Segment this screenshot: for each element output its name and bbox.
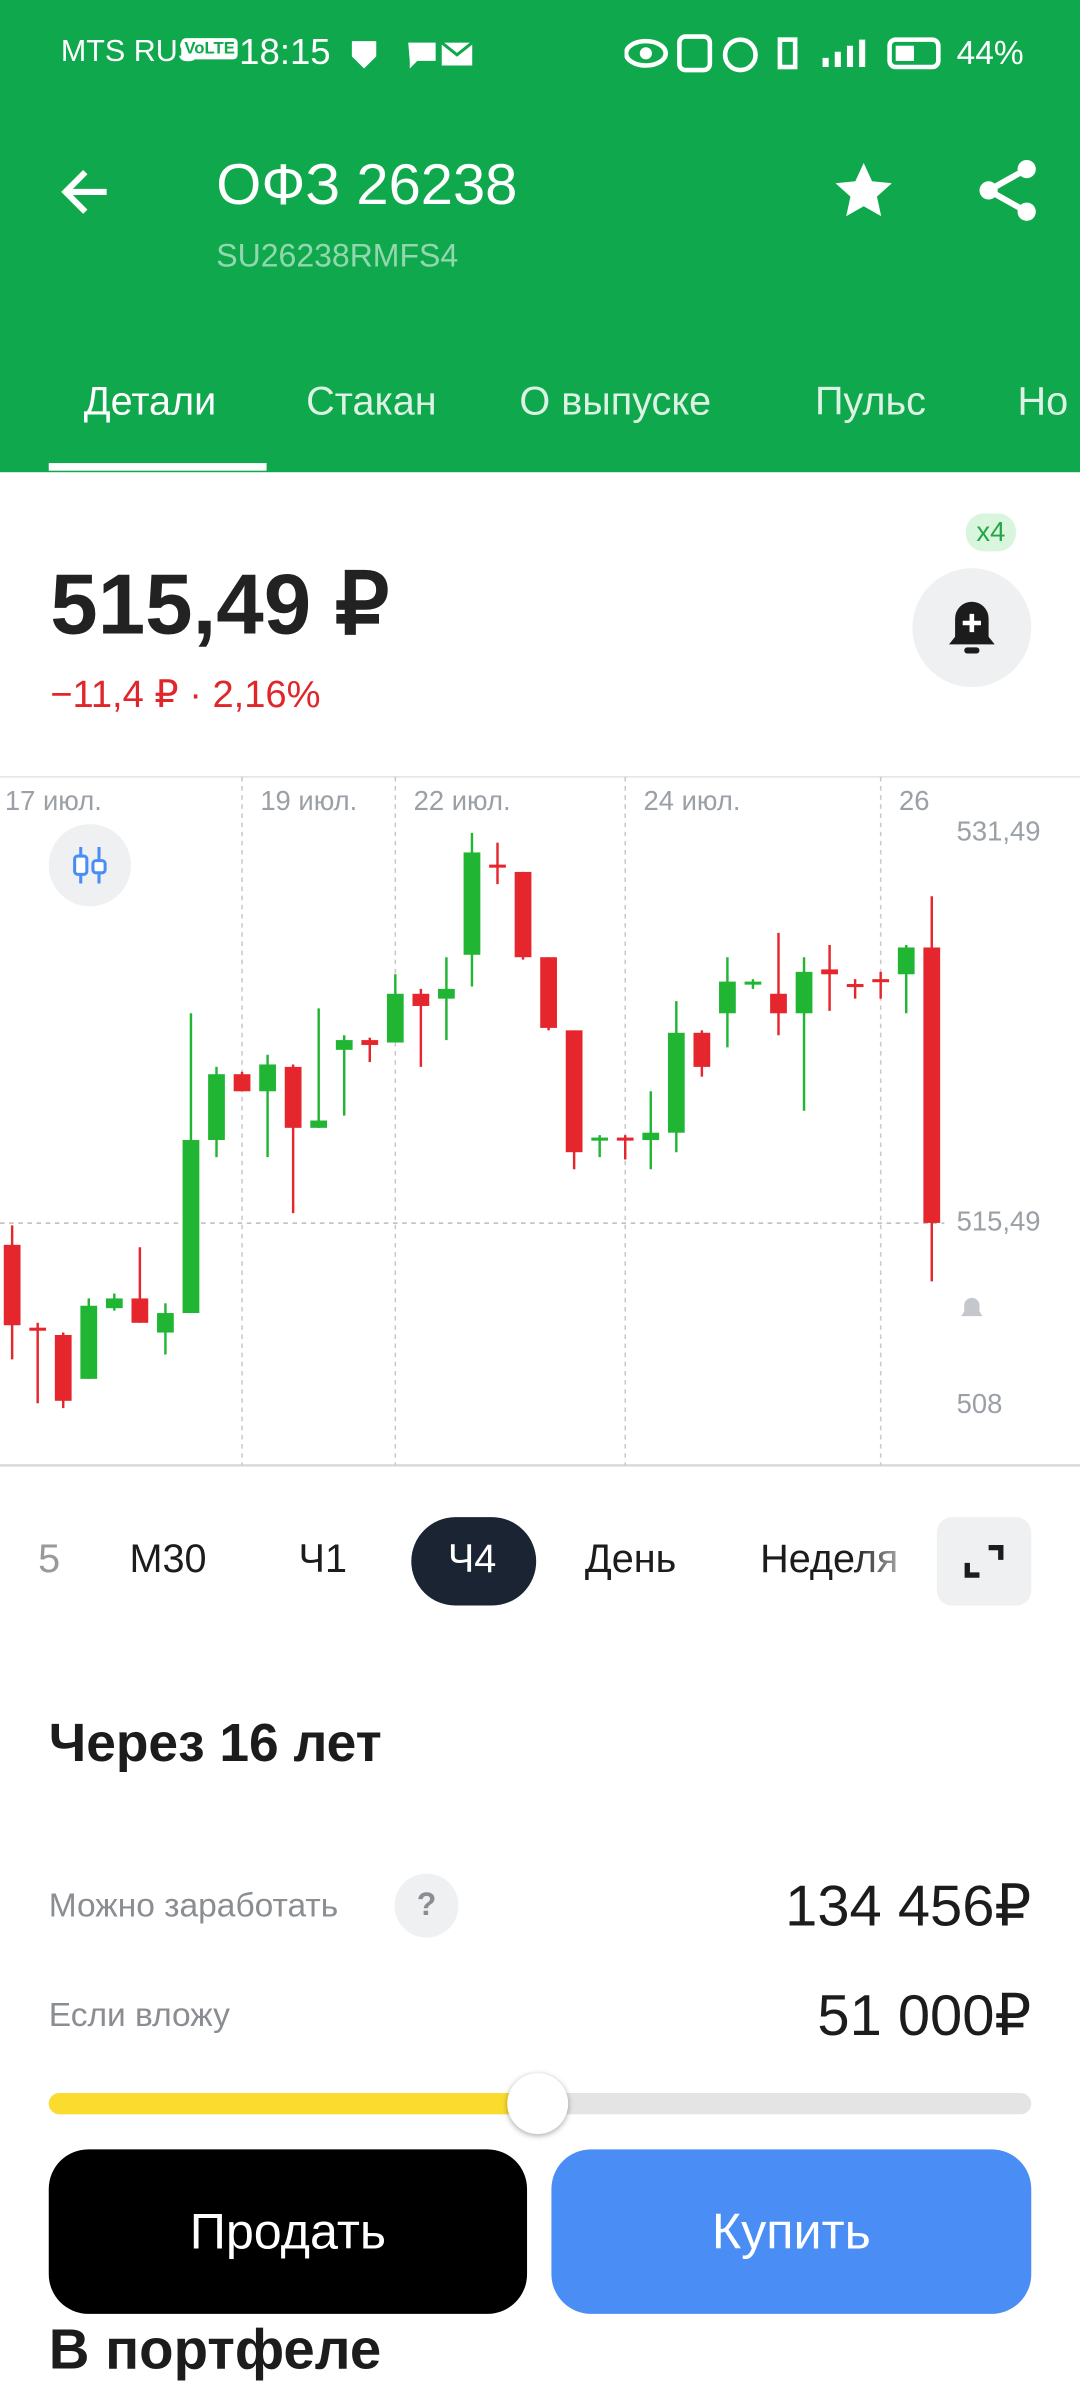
candle-body <box>310 1120 328 1128</box>
timeframe[interactable]: Ч1 <box>298 1535 347 1582</box>
share-button[interactable] <box>975 157 1042 224</box>
timeframe[interactable]: М30 <box>129 1535 207 1582</box>
fullscreen-button[interactable] <box>936 1517 1032 1606</box>
candle-body <box>208 1074 225 1141</box>
favorite-button[interactable] <box>833 160 894 221</box>
candle-body <box>872 979 890 983</box>
candle-body <box>54 1334 72 1401</box>
carrier: MTS RUS <box>60 35 199 69</box>
y-tick-label: 515,49 <box>957 1205 1041 1236</box>
invest-label: Если вложу <box>48 1995 230 2034</box>
candle-body <box>361 1040 379 1045</box>
isin: SU26238RMFS4 <box>216 239 459 275</box>
notification-icons <box>351 41 474 69</box>
timeframe-selected-pill <box>411 1517 537 1606</box>
earn-value: 134 456₽ <box>785 1875 1032 1940</box>
battery-percent: 44% <box>956 33 1024 72</box>
chart-type-button[interactable] <box>48 824 132 907</box>
candle-body <box>438 988 455 999</box>
x-tick-label: 26 <box>899 785 929 816</box>
alert-icon <box>948 601 995 654</box>
x-tick-label: 17 июл. <box>5 785 102 816</box>
sell-button[interactable]: Продать <box>48 2149 528 2314</box>
instrument-title: ОФЗ 26238 <box>216 153 518 218</box>
candle-body <box>412 993 430 1006</box>
candle-body <box>565 1030 583 1153</box>
candle-body <box>846 984 864 988</box>
volte-badge: VoLTE <box>181 38 238 60</box>
price-change: −11,4 ₽ · 2,16% <box>50 673 321 716</box>
tab-issue[interactable]: О выпуске <box>519 377 712 424</box>
candle-body <box>616 1137 634 1141</box>
candle-body <box>591 1137 609 1141</box>
system-icons <box>624 34 941 73</box>
candle-body <box>795 971 813 1014</box>
slider-fill <box>48 2092 538 2115</box>
candle-body <box>259 1064 276 1092</box>
candle-body <box>463 852 481 955</box>
forecast-title: Через 16 лет <box>48 1713 382 1774</box>
x-tick-label: 19 июл. <box>260 785 357 816</box>
candle-body <box>80 1305 98 1379</box>
price: 515,49 ₽ <box>50 555 390 652</box>
candle-body <box>693 1032 711 1067</box>
candle-body <box>29 1327 47 1331</box>
fade <box>853 1517 930 1606</box>
tab-pulse[interactable]: Пульс <box>814 377 926 424</box>
invest-value: 51 000₽ <box>817 1984 1032 2049</box>
candle-body <box>770 993 787 1014</box>
chart-type-icon <box>73 854 89 876</box>
alert-marker <box>961 1297 983 1317</box>
candle-body <box>386 993 404 1043</box>
tab-orderbook[interactable]: Стакан <box>306 377 437 424</box>
candle-body <box>642 1132 660 1141</box>
y-tick-label: 531,49 <box>957 815 1041 846</box>
candle-body <box>131 1298 149 1323</box>
candle-body <box>3 1244 21 1326</box>
tab-news[interactable]: Но <box>1017 377 1069 424</box>
candle-body <box>335 1040 353 1050</box>
alert-button[interactable] <box>912 568 1032 687</box>
tab-indicator <box>48 463 267 471</box>
candle-body <box>105 1298 123 1309</box>
earn-label: Можно заработать <box>48 1885 339 1924</box>
candle-body <box>897 947 915 975</box>
header-background <box>0 0 1080 473</box>
candle-body <box>719 981 736 1014</box>
candle-body <box>923 947 941 1223</box>
portfolio-heading: В портфеле <box>48 2318 382 2381</box>
candle-body <box>540 957 557 1028</box>
candle-body <box>284 1066 302 1128</box>
candle-body <box>744 981 762 985</box>
x-tick-label: 22 июл. <box>414 785 511 816</box>
candle-body <box>157 1313 174 1333</box>
timeframe-selected[interactable]: Ч4 <box>447 1535 497 1582</box>
candle-body <box>182 1140 200 1314</box>
candle-body <box>667 1032 685 1133</box>
candle-body <box>821 969 838 975</box>
candle-body <box>514 871 532 958</box>
timeframe[interactable]: 5 <box>38 1535 61 1582</box>
slider-knob[interactable] <box>507 2073 569 2135</box>
alert-count: x4 <box>965 513 1017 552</box>
candle-body <box>233 1074 251 1092</box>
x-tick-label: 24 июл. <box>644 785 741 816</box>
timeframe[interactable]: День <box>584 1535 677 1582</box>
clock: 18:15 <box>239 31 331 74</box>
price-axis-fade <box>944 778 1080 1464</box>
chart-type-icon <box>91 859 107 875</box>
y-tick-label: 508 <box>957 1388 1003 1419</box>
fullscreen-icon <box>964 1544 1004 1578</box>
help-button[interactable]: ? <box>394 1873 459 1938</box>
buy-button[interactable]: Купить <box>551 2149 1032 2314</box>
tab-details[interactable]: Детали <box>83 377 217 424</box>
candle-body <box>489 864 506 868</box>
back-button[interactable] <box>58 165 113 220</box>
